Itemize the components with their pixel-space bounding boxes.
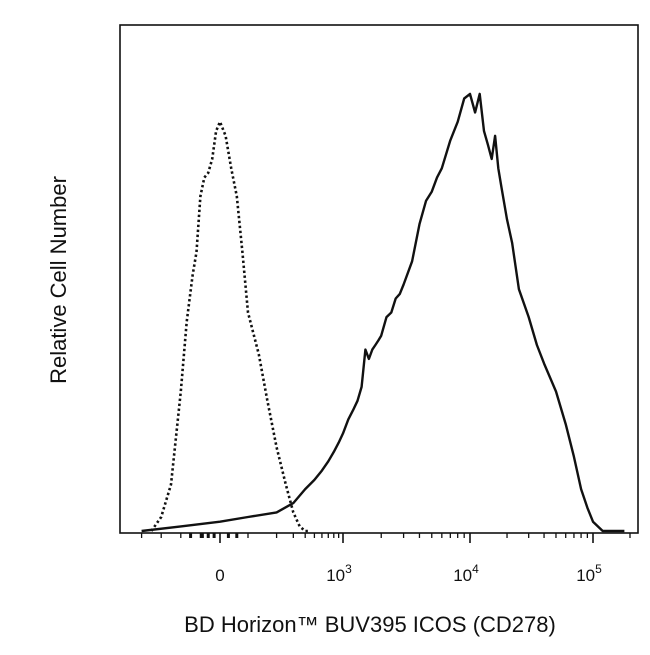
x-tick-labels: 0 103 104 105 [215,562,602,585]
x-tick-label-exponent: 4 [472,562,479,576]
y-axis-label: Relative Cell Number [46,176,71,384]
series-line-dotted [150,120,311,533]
x-tick-label-base: 10 [576,566,595,585]
x-tick-label-base: 10 [453,566,472,585]
x-tick-label: 105 [576,562,602,585]
series-layer [141,92,625,533]
x-axis-label: BD Horizon™ BUV395 ICOS (CD278) [184,612,556,637]
x-tick-label-exponent: 3 [345,562,352,576]
x-tick-label: 0 [215,566,224,585]
x-tick-label-base: 0 [215,566,224,585]
x-tick-label-exponent: 5 [595,562,602,576]
plot-frame [119,24,639,534]
x-tick-label: 104 [453,562,479,585]
x-tick-label-base: 10 [326,566,345,585]
x-axis-ticks [140,533,631,543]
series-line-solid [141,92,625,533]
x-tick-label: 103 [326,562,352,585]
